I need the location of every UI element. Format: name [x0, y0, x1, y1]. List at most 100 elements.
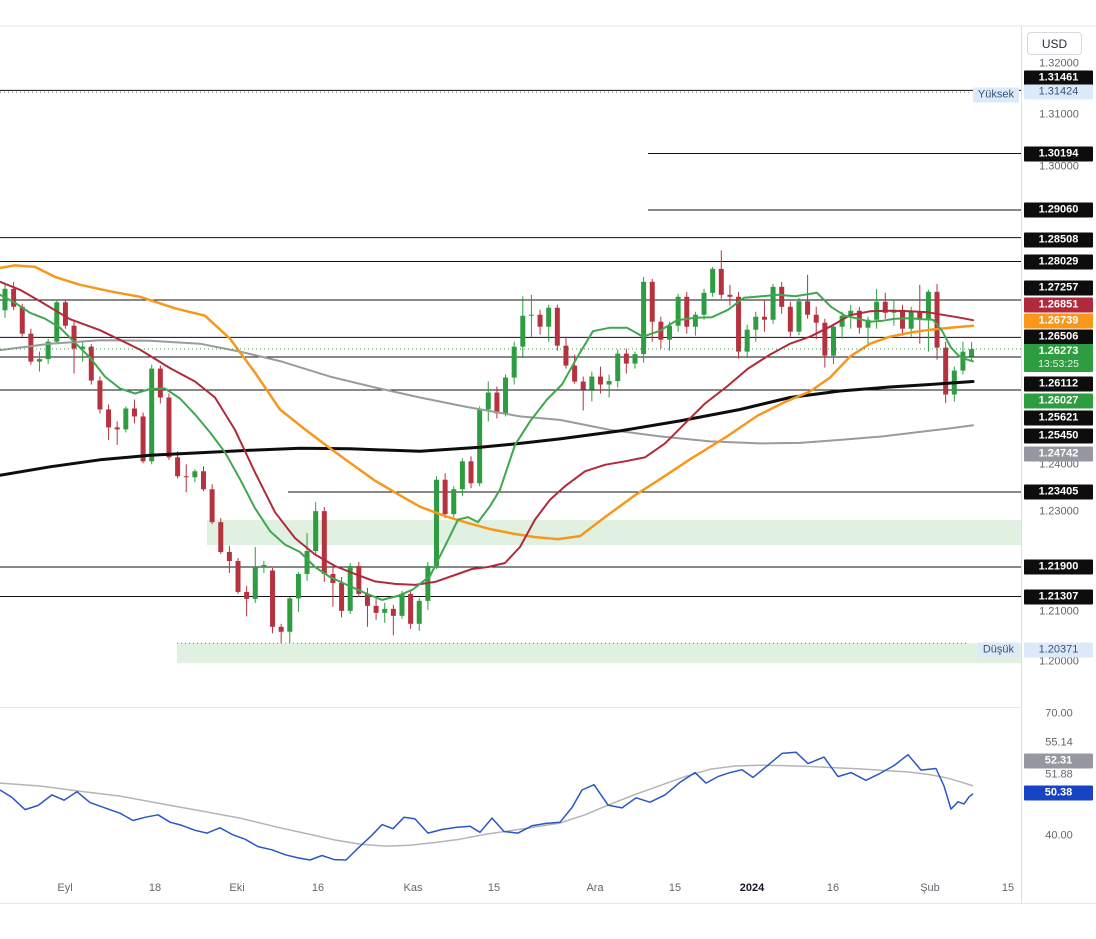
candle-down: [718, 268, 724, 295]
candle-down: [278, 626, 284, 632]
candle-up: [520, 315, 526, 347]
time-axis[interactable]: Eyl 18 Eki 16 Kas 15 Ara 15 2024 16 Şub 15: [0, 876, 1021, 903]
candle-up: [546, 307, 552, 327]
candle-up: [701, 292, 707, 315]
candle-up: [675, 296, 681, 326]
bottom-separator: [0, 903, 1096, 904]
candle-down: [822, 322, 828, 356]
candle-up: [865, 319, 871, 328]
high-label-chip: Yüksek: [972, 87, 1019, 103]
candle-down: [390, 608, 396, 616]
candle-up: [123, 408, 129, 430]
candle-down: [226, 552, 232, 562]
candle-down: [356, 565, 362, 594]
candle-down: [684, 296, 690, 327]
ma-value-badge: 1.26739: [1024, 313, 1093, 329]
price-axis-label: 1.21000: [1039, 605, 1079, 618]
candle-down: [157, 368, 163, 398]
level-price-badge: 1.23405: [1024, 484, 1093, 500]
candle-down: [554, 307, 560, 346]
candle-down: [71, 325, 77, 349]
candle-up: [908, 311, 914, 329]
time-axis-label: Şub: [920, 882, 940, 894]
time-axis-label: Eyl: [57, 882, 73, 894]
price-axis-label: 1.31000: [1039, 108, 1079, 121]
candle-up: [295, 573, 301, 599]
time-axis-label: 16: [311, 882, 325, 894]
candle-down: [183, 476, 189, 478]
level-price-badge: 1.26112: [1024, 376, 1093, 392]
candle-down: [494, 392, 500, 414]
candle-down: [787, 306, 793, 332]
ma-gray-line: [0, 339, 974, 445]
rsi-axis-label: 40.00: [1045, 829, 1073, 842]
currency-toggle-button[interactable]: USD: [1027, 32, 1082, 55]
candle-up: [45, 341, 51, 360]
axis-separator: [1021, 26, 1022, 903]
candle-up: [287, 598, 293, 632]
ma-black-line: [0, 380, 975, 477]
candle-down: [28, 333, 34, 362]
time-axis-label: 15: [1001, 882, 1015, 894]
candle-down: [339, 582, 345, 611]
level-price-badge: 1.27257: [1024, 280, 1093, 296]
rsi-value-badge: 52.31: [1024, 753, 1093, 769]
candle-down: [88, 346, 94, 381]
candle-up: [54, 302, 60, 342]
ma-value-badge: 1.26027: [1024, 393, 1093, 409]
candle-up: [830, 326, 836, 356]
candle-up: [80, 346, 86, 349]
price-chart-canvas[interactable]: [0, 0, 1021, 903]
candle-down: [943, 347, 949, 395]
candle-down: [140, 416, 146, 462]
candle-down: [468, 461, 474, 484]
candle-down: [727, 294, 733, 297]
candle-down: [97, 380, 103, 410]
time-axis-label: 15: [668, 882, 682, 894]
price-axis-label: 1.24000: [1039, 458, 1079, 471]
candle-up: [692, 314, 698, 327]
candle-up: [710, 268, 716, 293]
candle-up: [304, 551, 310, 574]
level-price-badge: 1.31461: [1024, 70, 1093, 86]
candle-down: [114, 427, 120, 430]
pane-separator[interactable]: [0, 707, 1021, 708]
time-axis-label: 18: [148, 882, 162, 894]
candle-down: [364, 593, 370, 606]
candle-up: [399, 593, 405, 616]
price-axis-label: 1.32000: [1039, 57, 1079, 69]
time-axis-label: 16: [826, 882, 840, 894]
candle-up: [252, 566, 258, 599]
candle-up: [744, 329, 750, 352]
candle-down: [62, 302, 68, 326]
candle-down: [442, 479, 448, 515]
candle-down: [813, 314, 819, 323]
candle-down: [166, 397, 172, 458]
candle-up: [528, 314, 534, 316]
price-axis-label: 1.20000: [1039, 655, 1079, 668]
candle-down: [934, 291, 940, 348]
candle-down: [19, 306, 25, 334]
candle-up: [382, 608, 388, 613]
moving-averages-layer: [0, 264, 975, 601]
candle-down: [373, 605, 379, 613]
candle-up: [615, 353, 621, 382]
price-axis[interactable]: 1.32000 1.31000 1.30000 1.24000 1.23000 1.210…: [1022, 0, 1096, 939]
rsi-axis-label: 51.88: [1045, 768, 1073, 781]
candle-up: [839, 315, 845, 327]
candle-down: [106, 409, 112, 428]
candle-down: [882, 301, 888, 313]
candle-up: [848, 310, 854, 316]
candle-down: [580, 381, 586, 390]
candle-up: [667, 325, 673, 340]
candle-down: [244, 591, 250, 599]
candle-up: [347, 565, 353, 611]
candle-up: [2, 288, 8, 311]
current-price-badge: 1.26273 13:53:25: [1024, 343, 1093, 372]
candle-up: [960, 351, 966, 371]
rsi-pane-layer: [0, 751, 974, 861]
candle-down: [805, 301, 811, 315]
top-separator: [0, 25, 1096, 27]
candle-down: [572, 365, 578, 382]
